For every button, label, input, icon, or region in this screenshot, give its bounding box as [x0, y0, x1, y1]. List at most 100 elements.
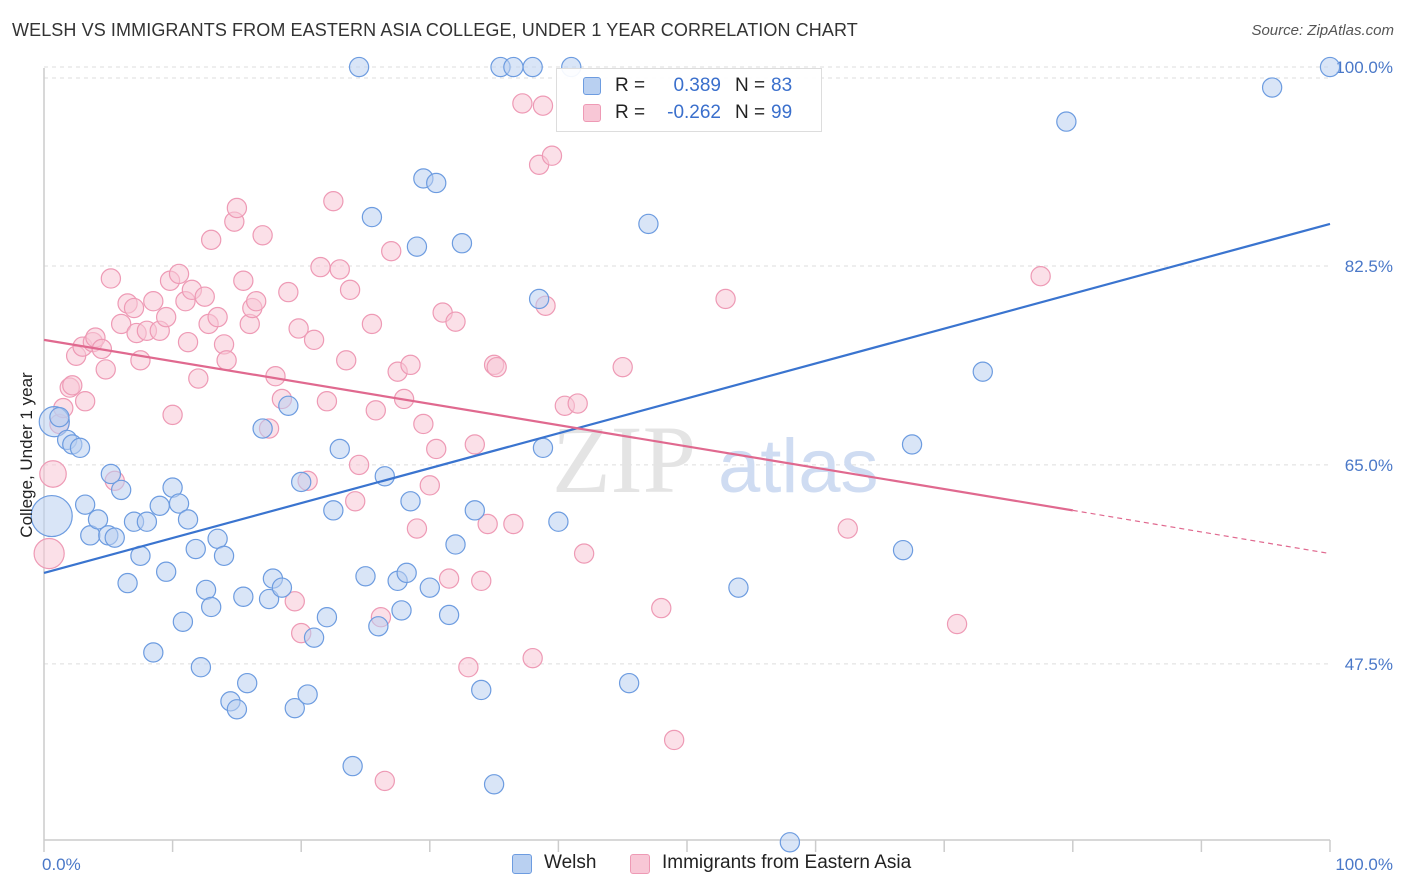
welsh-point [464, 500, 486, 521]
immigrant-point [573, 543, 595, 564]
stats-row-welsh: R = 0.389 N = 83 [557, 74, 821, 100]
immigrant-point [339, 279, 361, 301]
immigrant-point [288, 318, 309, 339]
immigrant-point [458, 657, 479, 678]
immigrant-point [95, 359, 116, 380]
immigrant-point [651, 597, 672, 619]
welsh-point [258, 588, 280, 610]
welsh-point [329, 438, 350, 460]
legend-label-immigrants: Immigrants from Eastern Asia [662, 852, 912, 873]
immigrant-point [438, 568, 460, 589]
immigrant-point [100, 268, 122, 289]
welsh-point [638, 213, 659, 235]
immigrant-point [310, 256, 331, 278]
immigrant-point [323, 190, 344, 212]
welsh-point [200, 596, 222, 618]
welsh-point [445, 534, 466, 555]
immigrant-point [345, 491, 366, 512]
welsh-point [426, 172, 447, 194]
immigrant-point [715, 288, 736, 310]
welsh-point [1056, 111, 1077, 132]
welsh-point [391, 600, 412, 621]
immigrant-point [532, 95, 554, 116]
welsh-trend-line [43, 222, 1331, 574]
welsh-point [438, 604, 460, 626]
immigrant-point [284, 591, 305, 612]
x-tick-label: 0.0% [42, 855, 81, 874]
immigrant-point [1030, 266, 1051, 287]
immigrant-point [226, 197, 248, 219]
welsh-point [87, 509, 109, 530]
immigrant-point [445, 311, 466, 332]
welsh-point [190, 657, 212, 678]
welsh-point [100, 463, 122, 485]
welsh-point [972, 361, 993, 382]
welsh-point [419, 577, 440, 598]
immigrant-point [837, 518, 858, 539]
welsh-point [207, 528, 228, 549]
welsh-point [901, 434, 923, 455]
immigrant-trend-extension [1072, 509, 1331, 555]
immigrant-point [512, 93, 533, 114]
immigrant-point [365, 400, 386, 421]
immigrant-point [522, 647, 543, 669]
immigrant-point [946, 613, 968, 635]
immigrant-point [62, 375, 83, 396]
immigrant-point [177, 331, 199, 353]
welsh-point [618, 672, 640, 694]
welsh-point [69, 437, 91, 459]
welsh-point [177, 509, 199, 530]
stats-swatch-welsh [583, 77, 601, 95]
immigrant-point [486, 356, 507, 378]
welsh-point [291, 471, 312, 493]
immigrant-point [200, 229, 222, 251]
welsh-point [522, 56, 543, 78]
welsh-point [400, 491, 421, 512]
y-tick-label: 82.5% [1345, 257, 1393, 276]
welsh-point [528, 288, 550, 310]
welsh-point [252, 418, 273, 439]
immigrant-point [39, 460, 67, 488]
data-points [30, 56, 1341, 853]
immigrant-point [406, 518, 428, 539]
immigrant-point [316, 391, 338, 412]
immigrant-point [612, 356, 633, 378]
welsh-point [226, 699, 248, 720]
immigrant-point [381, 241, 402, 262]
welsh-point [323, 500, 344, 521]
welsh-point [342, 755, 363, 777]
stats-n-label: N = [735, 102, 766, 123]
welsh-point [396, 562, 417, 584]
y-tick-label: 65.0% [1345, 456, 1393, 475]
immigrant-point [426, 438, 447, 460]
y-tick-label: 47.5% [1345, 655, 1393, 674]
welsh-point [236, 672, 258, 694]
trend-lines [43, 222, 1331, 574]
immigrant-point [233, 270, 254, 291]
immigrant-point [33, 537, 65, 570]
immigrant-point [477, 513, 498, 535]
immigrant-point [464, 434, 486, 455]
stats-row-immigrants: R = -0.262 N = 99 [557, 101, 821, 127]
immigrant-point [400, 354, 421, 376]
welsh-point [136, 511, 158, 532]
immigrant-point [471, 570, 492, 592]
welsh-point [355, 566, 376, 587]
immigrant-point [329, 259, 350, 280]
welsh-point [316, 607, 338, 628]
welsh-point [1261, 77, 1283, 98]
welsh-point [155, 561, 177, 582]
welsh-point [548, 511, 569, 532]
immigrant-point [303, 329, 325, 351]
immigrant-point [155, 306, 177, 328]
immigrant-point [374, 770, 395, 792]
watermark: ZIP atlas [552, 406, 879, 513]
welsh-point [168, 493, 190, 514]
welsh-point [30, 494, 73, 538]
welsh-point [143, 642, 164, 663]
welsh-point [503, 56, 524, 78]
welsh-point [451, 233, 473, 254]
immigrant-point [110, 313, 132, 335]
immigrant-point [245, 291, 267, 312]
immigrant-point [567, 393, 588, 414]
